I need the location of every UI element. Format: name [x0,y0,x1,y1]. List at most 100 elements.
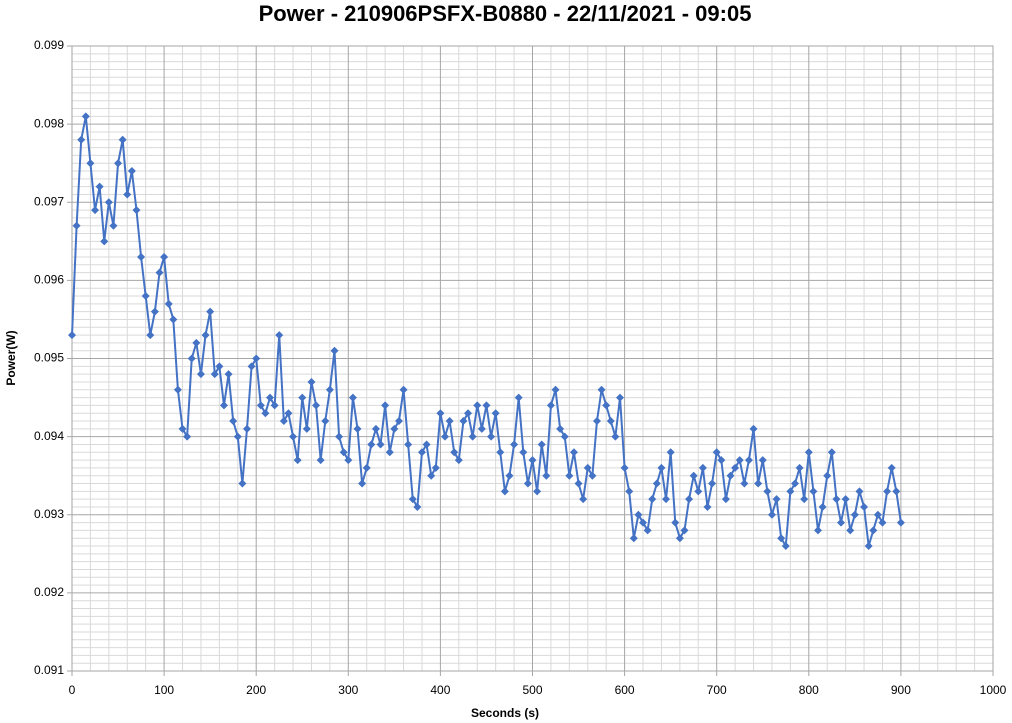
data-point [371,424,380,433]
data-point [795,463,804,472]
data-point [860,502,869,511]
y-tick-label: 0.092 [34,585,64,599]
data-point [657,463,666,472]
data-point [763,487,772,496]
data-point [266,393,275,402]
x-tick-label: 500 [522,683,542,697]
data-point [381,401,390,410]
data-point [427,471,436,480]
data-point [123,190,132,199]
data-point [376,440,385,449]
data-point [436,409,445,418]
data-point [583,463,592,472]
data-point [307,377,316,386]
x-tick-label: 600 [615,683,635,697]
data-point [302,424,311,433]
data-point [896,518,905,527]
data-point [104,198,113,207]
data-point [312,401,321,410]
data-point [137,252,146,261]
data-point [445,417,454,425]
data-point [505,471,514,480]
data-point [551,385,560,394]
data-point [477,424,486,433]
data-point [500,487,509,496]
data-point [786,487,795,496]
data-point [399,385,408,394]
x-tick-label: 800 [799,683,819,697]
x-tick-label: 200 [246,683,266,697]
data-point [565,471,574,480]
data-point [611,432,620,441]
data-point [556,424,565,433]
data-point [325,385,334,394]
x-tick-label: 0 [69,683,76,697]
data-point [818,502,827,511]
data-point [454,456,463,465]
data-point [464,409,473,418]
data-point [178,424,187,433]
data-point [864,542,873,550]
data-point [846,526,855,535]
data-point [597,385,606,394]
data-point [569,448,578,457]
data-point [592,417,601,425]
data-point [823,471,832,480]
data-point [482,401,491,410]
y-tick-label: 0.097 [34,194,64,208]
data-point [731,463,740,472]
data-point [873,510,882,519]
data-point [146,331,155,340]
data-point [229,417,238,425]
data-point [86,159,95,168]
data-point [169,315,178,324]
data-point [680,526,689,535]
data-point [417,448,426,457]
data-point [579,495,588,504]
data-point [252,354,261,363]
data-point [735,456,744,465]
x-tick-label: 100 [154,683,174,697]
data-point [790,479,799,488]
y-tick-label: 0.095 [34,351,64,365]
data-point [81,112,90,121]
data-point [606,417,615,425]
data-point [100,237,109,246]
data-point [321,417,330,425]
data-point [68,331,76,340]
data-point [685,495,694,504]
data-point [712,448,721,457]
data-point [855,487,864,496]
plot-border [71,45,994,672]
data-point [814,526,823,535]
data-point [869,526,878,535]
data-point [450,448,459,457]
data-point [837,518,846,527]
data-point [279,417,288,425]
x-tick-label: 1000 [980,683,1007,697]
data-point [247,362,256,371]
data-point [173,385,182,394]
data-point [215,362,224,371]
data-point [441,432,450,441]
data-point [717,456,726,465]
data-point [754,479,763,488]
data-point [698,463,707,472]
y-tick-label: 0.093 [34,507,64,521]
data-point [671,518,680,527]
data-point [777,534,786,543]
data-point [523,479,532,488]
data-point [639,518,648,527]
data-point [648,495,657,504]
data-point [201,331,210,340]
data-point [883,487,892,496]
data-point [832,495,841,504]
plot-area [68,112,905,550]
data-point [164,299,173,308]
data-point [473,401,482,410]
data-point [367,440,376,449]
data-point [261,409,270,418]
data-point [316,456,325,465]
